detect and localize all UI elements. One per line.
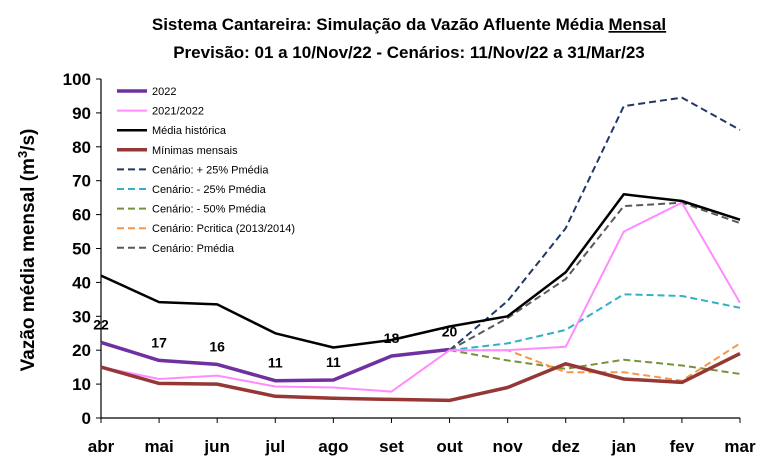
data-label: 11 <box>326 354 341 370</box>
x-tick-label: jul <box>264 437 285 456</box>
x-tick-label: abr <box>88 437 115 456</box>
y-tick-label: 10 <box>72 375 91 394</box>
y-tick-label: 40 <box>72 273 91 292</box>
axes: 0 10 20 30 40 50 60 70 80 90 100 abr mai jun jul ago set… <box>63 70 756 456</box>
x-tick-label: jan <box>611 437 637 456</box>
y-tick-label: 0 <box>82 409 91 428</box>
legend-label: Mínimas mensais <box>152 145 238 157</box>
x-tick-label: dez <box>552 437 580 456</box>
legend: 2022 2021/2022 Média histórica Mínimas mens… <box>117 86 295 255</box>
data-label: 20 <box>442 324 458 340</box>
x-tick-label: ago <box>318 437 348 456</box>
y-tick-label: 50 <box>72 240 91 259</box>
data-label: 11 <box>268 355 283 371</box>
x-tick-label: out <box>436 437 463 456</box>
legend-label: Média histórica <box>152 125 227 137</box>
data-label: 18 <box>384 330 400 346</box>
x-tick-label: jun <box>203 437 230 456</box>
x-tick-label: fev <box>670 437 695 456</box>
series-line <box>100 201 741 393</box>
x-tick-label: set <box>379 437 404 456</box>
series-line <box>100 352 741 403</box>
y-axis-label: Vazão média mensal (m3/s) <box>15 129 40 372</box>
legend-label: Cenário: + 25% Pmédia <box>152 164 269 176</box>
y-tick-label: 70 <box>72 172 91 191</box>
data-label: 16 <box>209 338 225 354</box>
series-line <box>449 349 741 375</box>
y-tick-label: 30 <box>72 307 91 326</box>
chart-title: Sistema Cantareira: Simulação da Vazão A… <box>152 15 666 34</box>
x-tick-label: nov <box>493 437 524 456</box>
legend-label: Cenário: - 25% Pmédia <box>152 184 267 196</box>
x-tick-label: mar <box>724 437 756 456</box>
data-label: 17 <box>151 334 167 350</box>
y-tick-label: 90 <box>72 104 91 123</box>
series-line <box>449 201 741 352</box>
legend-label: 2022 <box>152 86 176 98</box>
legend-label: Cenário: Pcritica (2013/2014) <box>152 223 295 235</box>
x-tick-label: mai <box>144 437 173 456</box>
chart-subtitle: Previsão: 01 a 10/Nov/22 - Cenários: 11/… <box>173 43 645 62</box>
legend-label: 2021/2022 <box>152 106 204 118</box>
data-label: 22 <box>93 316 109 332</box>
legend-label: Cenário: Pmédia <box>152 243 235 255</box>
y-tick-label: 60 <box>72 206 91 225</box>
series-line <box>449 293 741 352</box>
series-layer <box>100 96 741 403</box>
series-line <box>448 96 741 351</box>
data-labels: 22 17 16 11 11 18 20 <box>93 316 457 370</box>
y-tick-label: 80 <box>72 138 91 157</box>
y-tick-label: 20 <box>72 341 91 360</box>
legend-label: Cenário: - 50% Pmédia <box>152 204 267 216</box>
y-tick-label: 100 <box>63 70 91 89</box>
series-line <box>100 193 741 349</box>
series-line <box>100 340 450 383</box>
